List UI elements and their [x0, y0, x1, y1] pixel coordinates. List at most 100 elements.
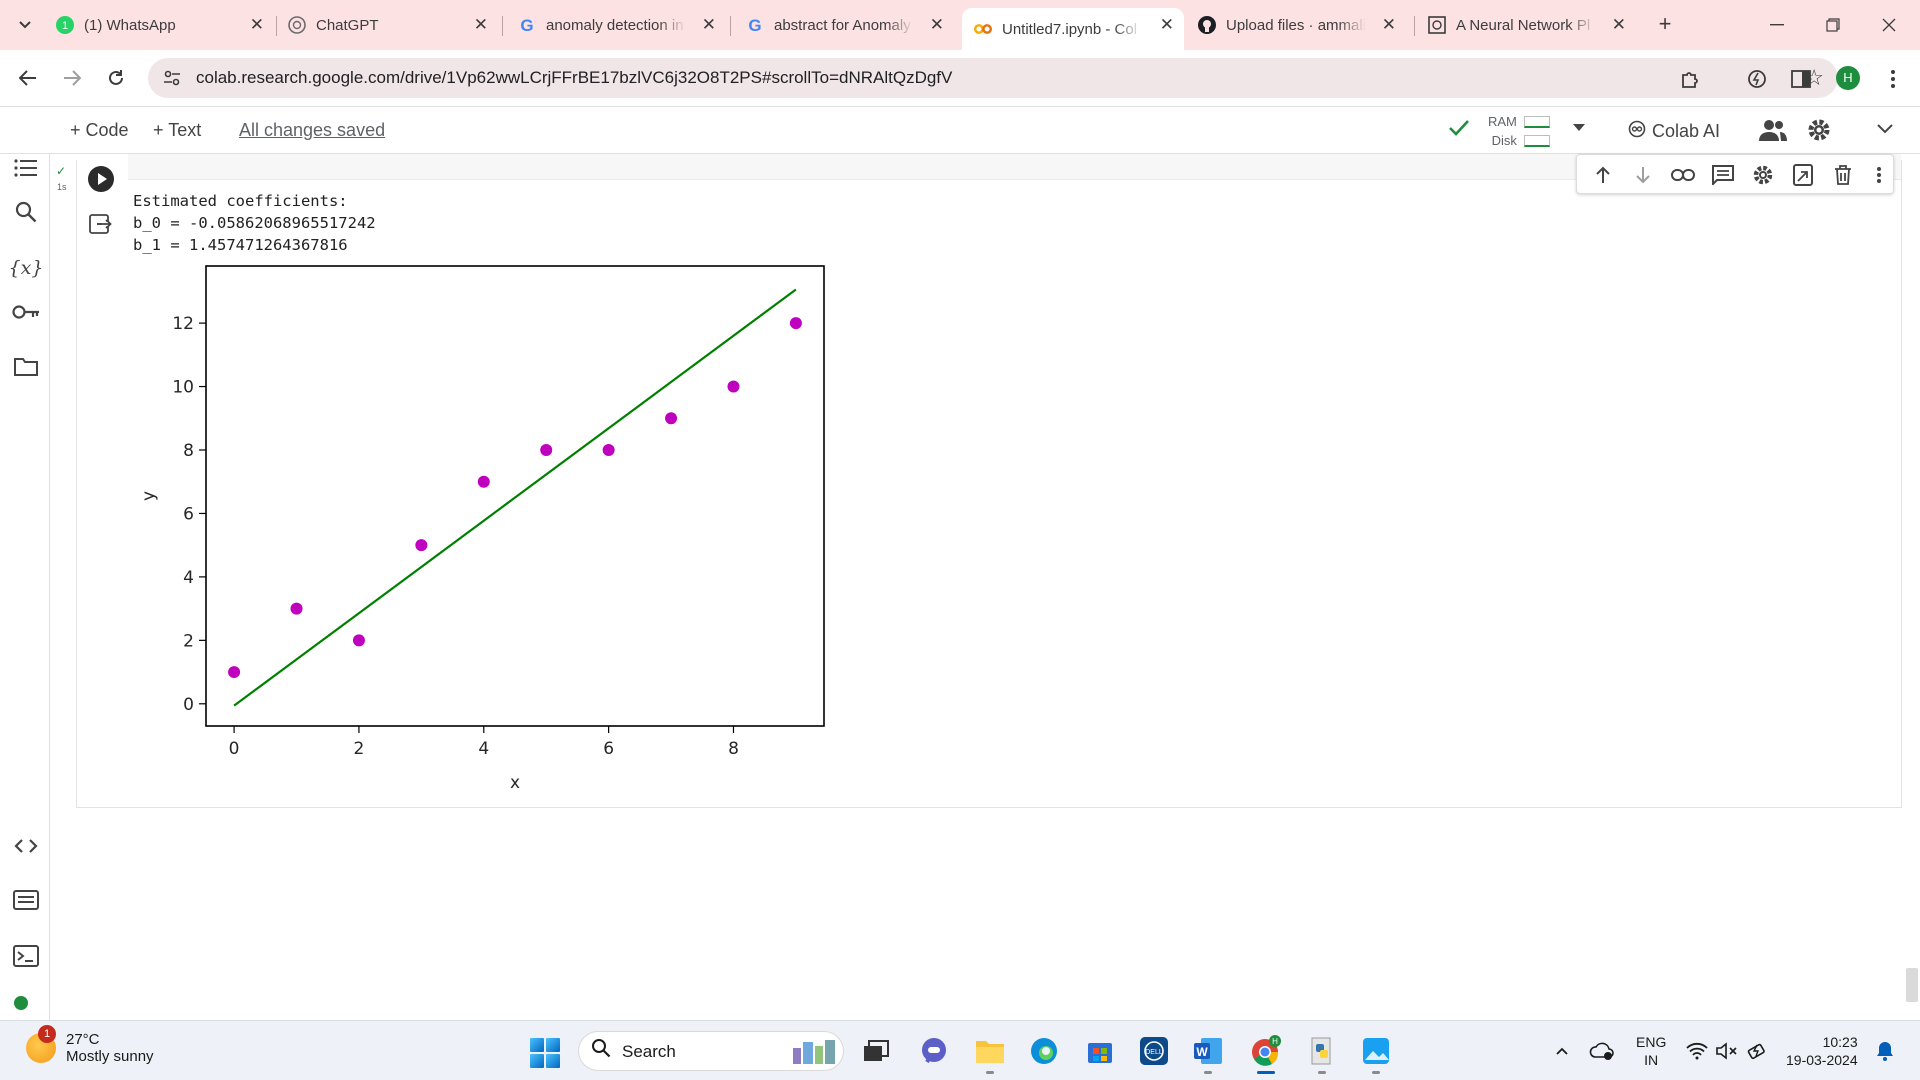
teams-chat-icon[interactable] — [916, 1033, 952, 1069]
runtime-dropdown-icon[interactable] — [1572, 120, 1586, 139]
tab-chatgpt[interactable]: ChatGPT ✕ — [288, 8, 498, 42]
table-of-contents-icon[interactable] — [12, 154, 40, 182]
close-tab-icon[interactable]: ✕ — [473, 15, 488, 34]
save-status-link[interactable]: All changes saved — [239, 120, 386, 140]
restore-icon[interactable] — [1810, 10, 1856, 40]
svg-text:1: 1 — [62, 20, 68, 32]
search-highlight-illustration-icon — [793, 1040, 835, 1064]
colab-icon — [974, 20, 992, 38]
data-point — [415, 539, 428, 552]
data-point — [228, 666, 241, 679]
wifi-icon[interactable] — [1684, 1039, 1710, 1063]
tab-divider — [276, 16, 277, 36]
dell-app-icon[interactable]: DELL — [1136, 1033, 1172, 1069]
add-comment-icon[interactable] — [1711, 163, 1735, 187]
x-axis-label: x — [510, 773, 520, 792]
colab-ai-button[interactable]: Colab AI — [1628, 120, 1720, 143]
weather-description: Mostly sunny — [66, 1048, 154, 1065]
settings-gear-icon[interactable] — [1806, 117, 1832, 148]
photos-app-icon[interactable] — [1358, 1033, 1394, 1074]
colab-toolbar: + Code + Text All changes saved RAM Disk… — [0, 108, 1920, 154]
profile-avatar[interactable]: H — [1836, 66, 1860, 90]
variables-icon[interactable]: {x} — [8, 257, 44, 279]
add-code-cell-button[interactable]: + Code — [70, 120, 129, 140]
battery-charging-icon[interactable] — [1744, 1039, 1770, 1063]
show-hidden-icons-chevron-icon[interactable] — [1552, 1039, 1572, 1063]
move-cell-up-icon[interactable] — [1591, 163, 1615, 187]
secrets-key-icon[interactable] — [12, 298, 40, 326]
cell-settings-gear-icon[interactable] — [1751, 163, 1775, 187]
speaker-muted-icon[interactable] — [1714, 1039, 1740, 1063]
y-axis-label: y — [139, 491, 159, 501]
input-language-indicator[interactable]: ENG IN — [1636, 1033, 1666, 1069]
add-text-cell-button[interactable]: + Text — [153, 120, 202, 140]
file-explorer-icon[interactable] — [972, 1033, 1008, 1074]
edge-browser-icon[interactable] — [1026, 1033, 1062, 1069]
windows-start-icon[interactable] — [530, 1038, 560, 1068]
close-tab-icon[interactable]: ✕ — [1611, 15, 1626, 34]
copy-link-icon[interactable] — [1671, 163, 1695, 187]
reload-icon[interactable] — [102, 64, 130, 92]
browser-tab-strip: 1 (1) WhatsApp ✕ ChatGPT ✕ G anomaly det… — [0, 0, 1920, 50]
minimize-icon[interactable] — [1754, 10, 1800, 40]
y-tick-label: 0 — [183, 695, 194, 715]
tab-anomaly-detection[interactable]: G anomaly detection in ✕ — [518, 8, 726, 42]
close-tab-icon[interactable]: ✕ — [701, 15, 716, 34]
files-folder-icon[interactable] — [12, 352, 40, 380]
site-info-tune-icon[interactable] — [162, 68, 182, 88]
system-clock[interactable]: 10:23 19-03-2024 — [1786, 1033, 1858, 1069]
page-scrollbar-thumb[interactable] — [1906, 968, 1918, 1002]
tab-neural-network-playground[interactable]: A Neural Network Pl ✕ — [1428, 8, 1636, 42]
share-people-icon[interactable] — [1758, 117, 1788, 148]
close-tab-icon[interactable]: ✕ — [1381, 15, 1396, 34]
x-tick-label: 8 — [728, 739, 739, 759]
cell-toolbar — [1576, 154, 1894, 194]
close-tab-icon[interactable]: ✕ — [929, 15, 944, 34]
output-actions-icon[interactable] — [88, 212, 114, 238]
tab-search-chevron-icon[interactable] — [12, 12, 38, 38]
chatgpt-icon — [288, 16, 306, 34]
chrome-menu-kebab-icon[interactable] — [1880, 66, 1906, 92]
command-palette-icon[interactable] — [12, 886, 40, 914]
google-icon: G — [518, 16, 536, 34]
weather-widget[interactable]: 1 27°C Mostly sunny — [26, 1025, 154, 1065]
code-snippets-icon[interactable] — [12, 832, 40, 860]
python-installer-icon[interactable] — [1304, 1033, 1340, 1074]
collapse-header-chevron-icon[interactable] — [1876, 122, 1894, 140]
performance-icon[interactable] — [1744, 66, 1770, 92]
word-app-icon[interactable]: W — [1190, 1033, 1226, 1074]
data-point — [789, 317, 802, 330]
terminal-icon[interactable] — [12, 942, 40, 970]
tab-github-upload[interactable]: Upload files · ammali ✕ — [1198, 8, 1406, 42]
new-tab-plus-icon[interactable]: + — [1658, 11, 1672, 36]
forward-arrow-icon[interactable] — [58, 64, 86, 92]
notifications-bell-icon[interactable] — [1872, 1039, 1898, 1063]
chrome-browser-icon[interactable]: H — [1248, 1033, 1284, 1074]
tab-abstract-anomaly[interactable]: G abstract for Anomaly ✕ — [746, 8, 954, 42]
extensions-puzzle-icon[interactable] — [1678, 66, 1704, 92]
tab-title: (1) WhatsApp — [84, 16, 176, 34]
close-window-icon[interactable] — [1866, 10, 1912, 40]
search-icon[interactable] — [12, 198, 40, 226]
close-tab-icon[interactable]: ✕ — [249, 15, 264, 34]
close-tab-icon[interactable]: ✕ — [1159, 15, 1174, 34]
resource-monitor[interactable]: RAM Disk — [1488, 112, 1517, 150]
mirror-cell-icon[interactable] — [1791, 163, 1815, 187]
taskbar-search-box[interactable]: Search — [578, 1031, 844, 1071]
address-bar[interactable]: colab.research.google.com/drive/1Vp62wwL… — [148, 58, 1838, 98]
colab-left-sidebar: {x} — [0, 154, 50, 1020]
side-panel-icon[interactable] — [1788, 66, 1814, 92]
delete-cell-trash-icon[interactable] — [1831, 163, 1855, 187]
task-view-icon[interactable] — [858, 1033, 894, 1069]
run-cell-button[interactable] — [88, 166, 114, 192]
microsoft-store-icon[interactable] — [1082, 1033, 1118, 1069]
data-point — [290, 602, 303, 615]
weather-temperature: 27°C — [66, 1031, 100, 1048]
move-cell-down-icon[interactable] — [1631, 163, 1655, 187]
back-arrow-icon[interactable] — [14, 64, 42, 92]
tab-whatsapp[interactable]: 1 (1) WhatsApp ✕ — [56, 8, 274, 42]
tab-title: abstract for Anomaly — [774, 16, 911, 34]
tab-colab-notebook[interactable]: Untitled7.ipynb - Col ✕ — [962, 8, 1184, 50]
onedrive-sync-icon[interactable] — [1588, 1039, 1616, 1063]
more-actions-kebab-icon[interactable] — [1867, 163, 1891, 187]
